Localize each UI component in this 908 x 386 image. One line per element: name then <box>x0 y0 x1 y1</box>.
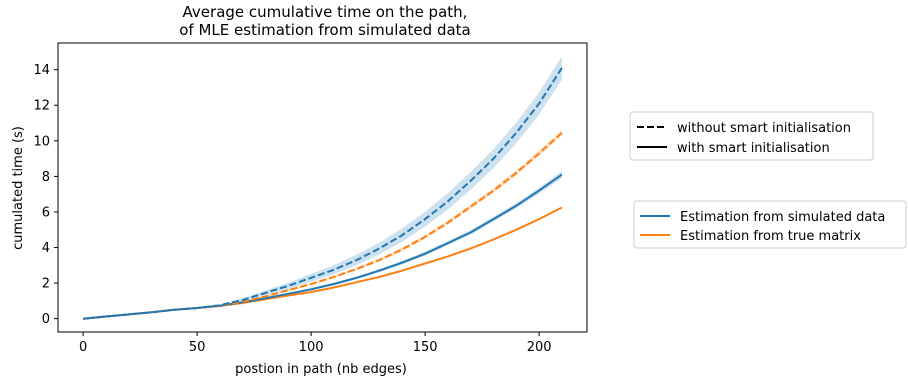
y-tick-label: 6 <box>42 205 50 220</box>
chart-title-line-2: of MLE estimation from simulated data <box>179 21 471 39</box>
y-tick-label: 14 <box>33 63 50 78</box>
legend-source-frame <box>633 200 907 249</box>
x-tick-label: 50 <box>189 340 206 355</box>
series-line-blue-dashed <box>83 67 563 320</box>
band-blue-dashed <box>83 56 562 319</box>
y-axis-label: cumulated time (s) <box>11 126 26 250</box>
legend-source: Estimation from simulated data Estimatio… <box>633 200 907 249</box>
plot-frame <box>57 42 588 333</box>
y-tick-label: 12 <box>33 99 50 114</box>
axes: 0 50 100 150 200 0 2 4 6 8 10 12 14 <box>33 42 588 355</box>
legend-style-solid-label: with smart initialisation <box>677 141 830 156</box>
x-tick-label: 150 <box>413 340 438 355</box>
y-tick-label: 0 <box>42 312 50 327</box>
legend-style-frame <box>629 111 874 161</box>
y-tick-label: 10 <box>33 134 50 149</box>
legend-style-dashed-label: without smart initialisation <box>677 121 851 136</box>
y-tick-label: 2 <box>42 277 50 292</box>
y-tick-label: 8 <box>42 170 50 185</box>
x-tick-label: 100 <box>299 340 324 355</box>
legend-source-simulated-label: Estimation from simulated data <box>680 210 885 225</box>
x-axis-label: postion in path (nb edges) <box>235 362 407 377</box>
y-tick-label: 4 <box>42 241 50 256</box>
x-tick-label: 200 <box>527 340 552 355</box>
chart-title-line-1: Average cumulative time on the path, <box>183 3 468 21</box>
legend-style: without smart initialisation with smart … <box>629 111 874 161</box>
series-lines <box>83 67 563 320</box>
legend-source-true-matrix-label: Estimation from true matrix <box>680 229 861 244</box>
x-tick-label: 0 <box>79 340 87 355</box>
